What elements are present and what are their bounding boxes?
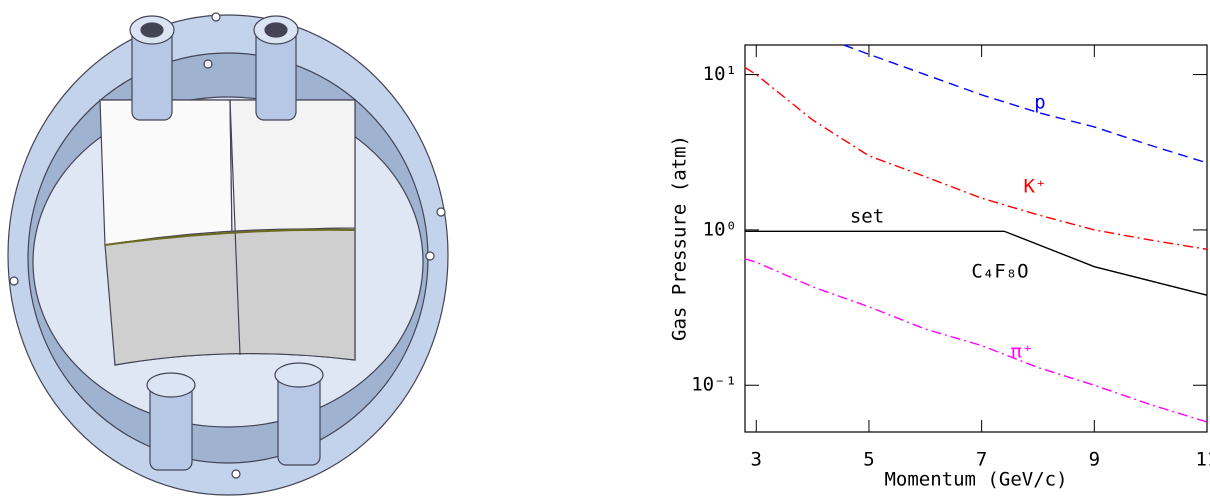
x-tick-label: 5 — [863, 449, 874, 471]
series-line — [844, 45, 1207, 163]
series-line — [745, 68, 1207, 250]
figure: Gas Pressure (atm) Momentum (GeV/c) C₄F₈… — [0, 0, 1210, 497]
y-tick-label: 10¹ — [703, 63, 737, 85]
series-label: K⁺ — [1024, 176, 1047, 198]
plot-frame — [745, 45, 1207, 432]
x-tick-label: 3 — [751, 449, 762, 471]
series-label: set — [850, 206, 884, 228]
series-line — [745, 259, 1207, 422]
annotation: C₄F₈O — [971, 261, 1028, 283]
page: Gas Pressure (atm) Momentum (GeV/c) C₄F₈… — [0, 0, 1210, 497]
x-tick-label: 7 — [976, 449, 987, 471]
x-tick-label: 9 — [1089, 449, 1100, 471]
detector-render — [8, 13, 448, 495]
y-tick-label: 10⁻¹ — [691, 374, 737, 396]
y-axis-label: Gas Pressure (atm) — [669, 135, 691, 341]
x-tick-label: 11 — [1196, 449, 1210, 471]
series-label: π⁺ — [1011, 341, 1034, 363]
y-tick-label: 10⁰ — [703, 218, 737, 240]
series-label: p — [1034, 92, 1045, 114]
x-axis-label: Momentum (GeV/c) — [884, 469, 1067, 491]
